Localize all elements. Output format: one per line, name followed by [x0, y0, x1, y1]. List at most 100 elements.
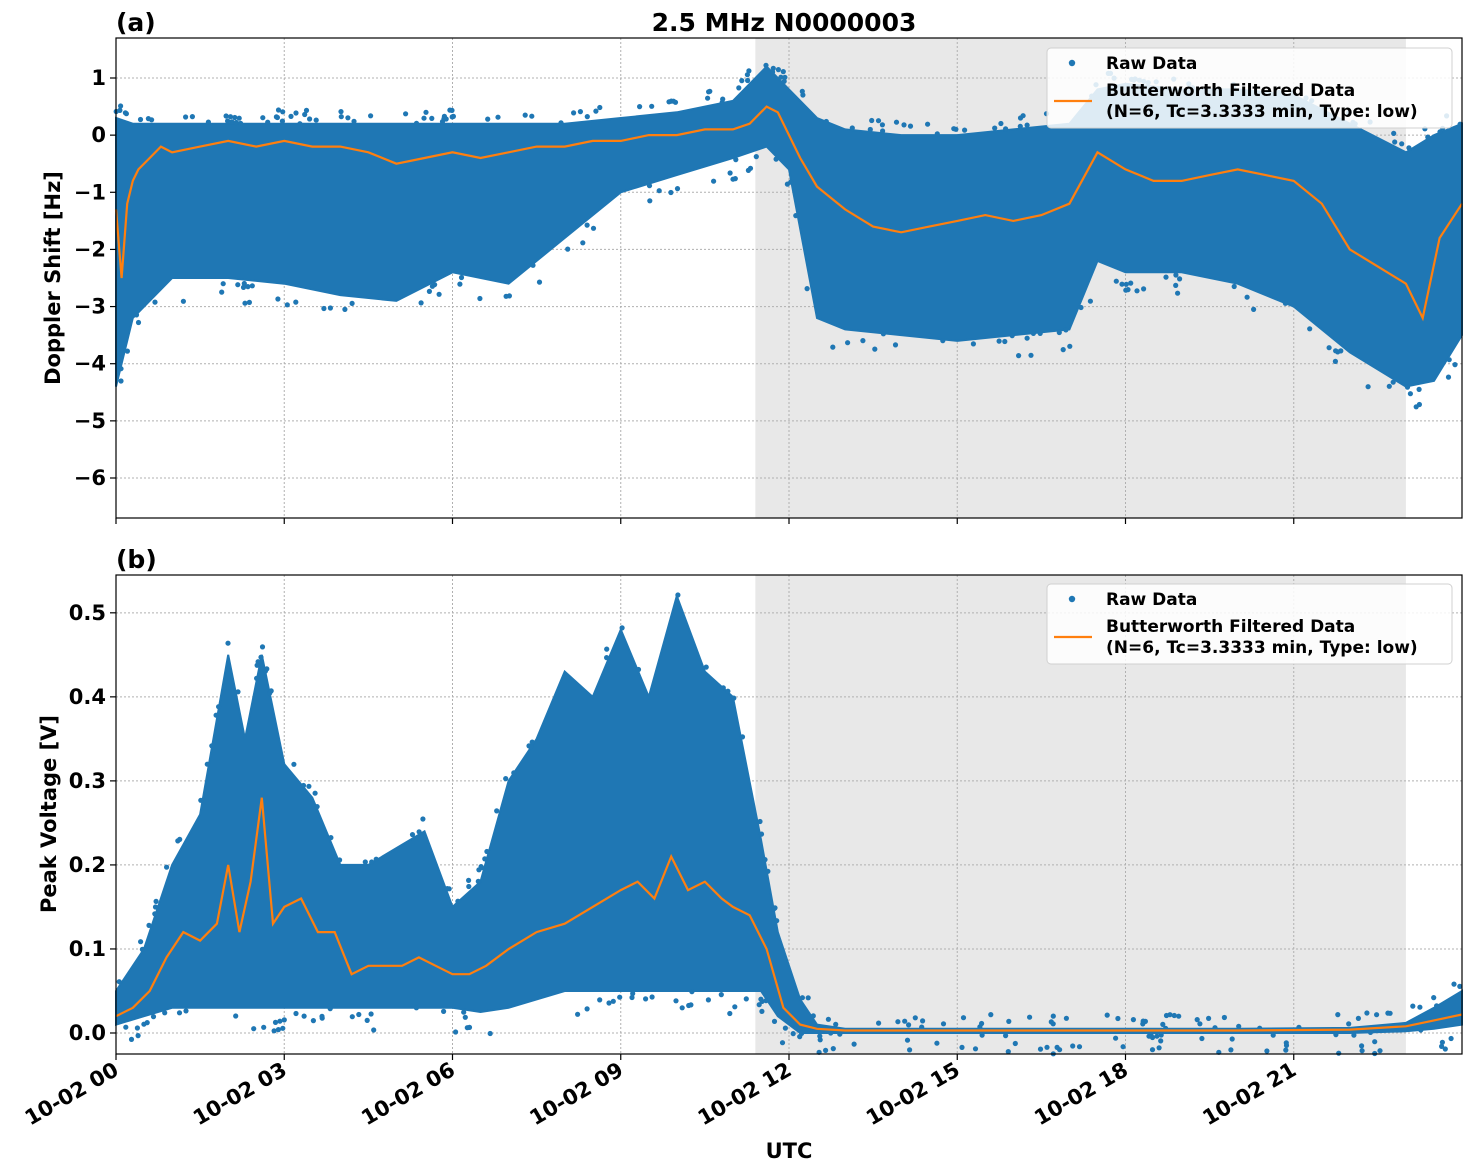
raw-data-point	[312, 790, 318, 796]
raw-data-point	[705, 997, 712, 1003]
raw-data-point	[1016, 353, 1022, 359]
raw-data-point	[1173, 282, 1179, 288]
raw-data-point	[1282, 300, 1288, 306]
raw-data-point	[403, 111, 409, 117]
raw-data-point	[413, 1005, 419, 1011]
raw-data-point	[765, 868, 771, 874]
raw-data-point	[725, 688, 731, 694]
raw-data-point	[272, 1019, 279, 1025]
legend-filtered-label: Butterworth Filtered Data	[1106, 617, 1355, 637]
raw-data-point	[1416, 386, 1422, 392]
raw-data-point	[902, 1018, 908, 1024]
raw-data-point	[1386, 383, 1392, 389]
raw-data-point	[1175, 290, 1181, 296]
raw-data-point	[635, 666, 642, 673]
raw-data-point	[133, 312, 140, 318]
raw-data-point	[1445, 374, 1452, 380]
raw-data-point	[584, 222, 590, 228]
raw-data-point	[225, 118, 231, 124]
raw-data-point	[254, 662, 260, 668]
raw-data-point	[1221, 1014, 1227, 1021]
raw-data-point	[1176, 1013, 1182, 1019]
raw-data-point	[258, 654, 264, 660]
raw-data-point	[1346, 1021, 1352, 1027]
legend-box	[1046, 583, 1453, 665]
raw-data-point	[482, 856, 488, 862]
raw-data-point	[1283, 1042, 1290, 1048]
raw-data-point	[920, 1018, 926, 1024]
raw-data-point	[901, 122, 907, 128]
panel-a-legend: Raw Data Butterworth Filtered Data (N=6,…	[1046, 47, 1453, 129]
raw-data-point	[351, 118, 357, 124]
raw-data-point	[643, 996, 649, 1002]
panel-b-filtered-line	[115, 797, 1463, 1032]
raw-data-point	[271, 1028, 277, 1034]
raw-data-point	[1149, 1047, 1156, 1053]
y-tick-label: −4	[74, 352, 106, 376]
raw-data-point	[1056, 329, 1062, 336]
raw-data-point	[668, 189, 674, 196]
raw-data-point	[1413, 404, 1419, 410]
raw-data-point	[1148, 1033, 1154, 1039]
raw-data-point	[291, 761, 297, 767]
raw-data-point	[297, 121, 303, 127]
x-tick-label: 10-02 15	[862, 1058, 964, 1131]
x-tick-label: 10-02 06	[357, 1058, 459, 1131]
raw-data-point	[759, 1008, 765, 1015]
raw-data-point	[229, 119, 235, 125]
raw-data-point	[772, 905, 778, 911]
raw-data-point	[558, 120, 564, 126]
y-tick-label: 0.2	[69, 853, 106, 877]
raw-data-point	[743, 996, 749, 1002]
raw-data-point	[781, 78, 787, 84]
raw-data-point	[123, 1024, 129, 1030]
raw-data-point	[745, 77, 751, 84]
panel-a-label: (a)	[116, 8, 156, 37]
raw-data-point	[739, 734, 746, 740]
raw-data-point	[746, 68, 752, 74]
raw-data-point	[369, 859, 375, 865]
raw-data-point	[220, 281, 226, 287]
legend-filtered-params: (N=6, Tc=3.3333 min, Type: low)	[1106, 638, 1418, 658]
raw-data-point	[1024, 335, 1030, 341]
raw-data-point	[137, 116, 144, 123]
raw-data-point	[959, 1044, 965, 1050]
raw-data-point	[356, 1011, 362, 1018]
raw-data-point	[673, 998, 679, 1004]
raw-data-point	[773, 156, 779, 162]
legend-raw-marker	[1068, 595, 1076, 603]
raw-data-point	[1251, 306, 1257, 312]
raw-data-point	[1270, 1032, 1276, 1038]
raw-data-point	[413, 120, 420, 126]
raw-data-point	[118, 366, 124, 372]
raw-data-point	[571, 110, 577, 116]
raw-data-point	[1119, 281, 1125, 287]
raw-data-point	[1006, 1018, 1012, 1024]
raw-data-point	[1425, 134, 1431, 140]
raw-data-point	[1020, 113, 1026, 119]
raw-data-point	[1404, 384, 1411, 390]
raw-data-point	[825, 1016, 832, 1022]
raw-data-point	[328, 835, 334, 841]
raw-data-point	[246, 299, 252, 305]
raw-data-point	[584, 114, 590, 120]
raw-data-point	[647, 198, 653, 204]
raw-data-point	[1030, 330, 1036, 336]
raw-data-point	[906, 1022, 912, 1028]
raw-data-point	[774, 918, 780, 924]
raw-data-point	[528, 744, 534, 750]
raw-data-point	[837, 1031, 843, 1037]
raw-data-point	[670, 98, 677, 104]
raw-data-point	[1177, 276, 1183, 282]
raw-data-point	[338, 114, 344, 120]
raw-data-point	[123, 111, 129, 117]
x-tick-label: 10-02 12	[694, 1058, 796, 1131]
raw-data-point	[1173, 272, 1179, 278]
raw-data-point	[689, 989, 695, 995]
raw-data-point	[649, 994, 655, 1000]
raw-data-point	[1355, 1015, 1361, 1022]
raw-data-point	[1123, 281, 1129, 287]
raw-data-point	[319, 1013, 325, 1019]
raw-data-point	[720, 685, 726, 691]
raw-data-point	[529, 113, 535, 119]
